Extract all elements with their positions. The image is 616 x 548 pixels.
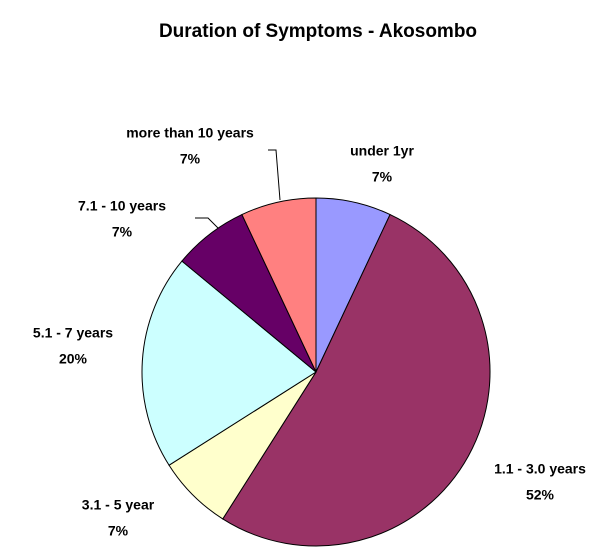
slice-label: 7.1 - 10 years (78, 198, 166, 214)
pie-slice (222, 213, 491, 547)
slice-value-label: 52% (526, 487, 555, 503)
slice-label: more than 10 years (126, 125, 254, 141)
pie-slice (141, 260, 317, 466)
pie-slice (241, 197, 317, 373)
chart-title: Duration of Symptoms - Akosombo (159, 21, 477, 42)
slice-label: under 1yr (350, 143, 414, 159)
slice-label: 1.1 - 3.0 years (494, 461, 586, 477)
leader-line (268, 149, 281, 201)
slice-value-label: 7% (180, 151, 201, 167)
slice-label: 5.1 - 7 years (33, 325, 113, 341)
slice-value-label: 7% (108, 523, 129, 539)
slice-value-label: 7% (372, 169, 393, 185)
slice-value-label: 20% (59, 351, 88, 367)
slice-value-label: 7% (112, 224, 133, 240)
slice-label: 3.1 - 5 year (82, 497, 155, 513)
